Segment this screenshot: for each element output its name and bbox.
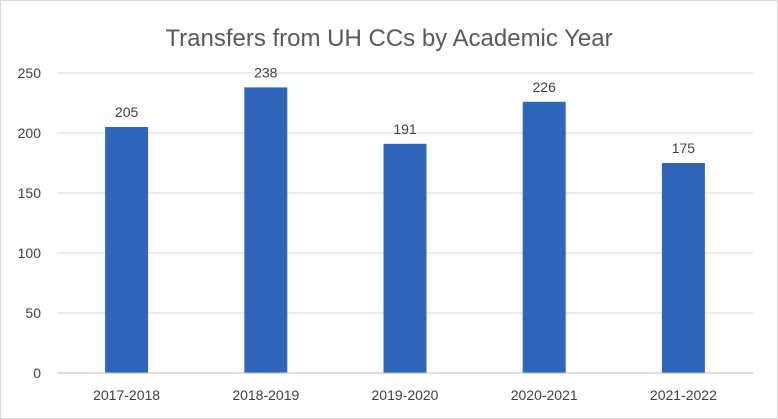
y-tick-label: 50 <box>25 305 41 321</box>
data-label: 205 <box>115 104 139 120</box>
data-label: 226 <box>533 79 557 95</box>
data-label: 191 <box>393 121 417 137</box>
bar-2020-2021 <box>522 101 566 374</box>
x-tick-label: 2018-2019 <box>232 387 299 403</box>
x-tick-label: 2021-2022 <box>650 387 717 403</box>
x-tick-label: 2020-2021 <box>511 387 578 403</box>
x-axis-tick-labels: 2017-2018 2018-2019 2019-2020 2020-2021 2021… <box>93 387 717 403</box>
data-label: 175 <box>672 140 696 156</box>
y-tick-label: 0 <box>33 365 41 381</box>
y-axis-tick-labels: 0 50 100 150 200 250 <box>18 65 42 381</box>
bar-2018-2019 <box>244 87 288 374</box>
bar-2021-2022 <box>661 163 705 373</box>
y-tick-label: 200 <box>18 125 42 141</box>
bar-2019-2020 <box>383 143 427 373</box>
bar-2017-2018 <box>105 127 149 373</box>
chart-title: Transfers from UH CCs by Academic Year <box>165 25 612 52</box>
data-labels: 205 238 191 226 175 <box>115 64 695 156</box>
x-tick-label: 2017-2018 <box>93 387 160 403</box>
y-tick-label: 100 <box>18 245 42 261</box>
data-label: 238 <box>254 64 278 80</box>
y-tick-label: 250 <box>18 65 42 81</box>
y-tick-label: 150 <box>18 185 42 201</box>
x-tick-label: 2019-2020 <box>372 387 439 403</box>
bars <box>105 87 705 374</box>
